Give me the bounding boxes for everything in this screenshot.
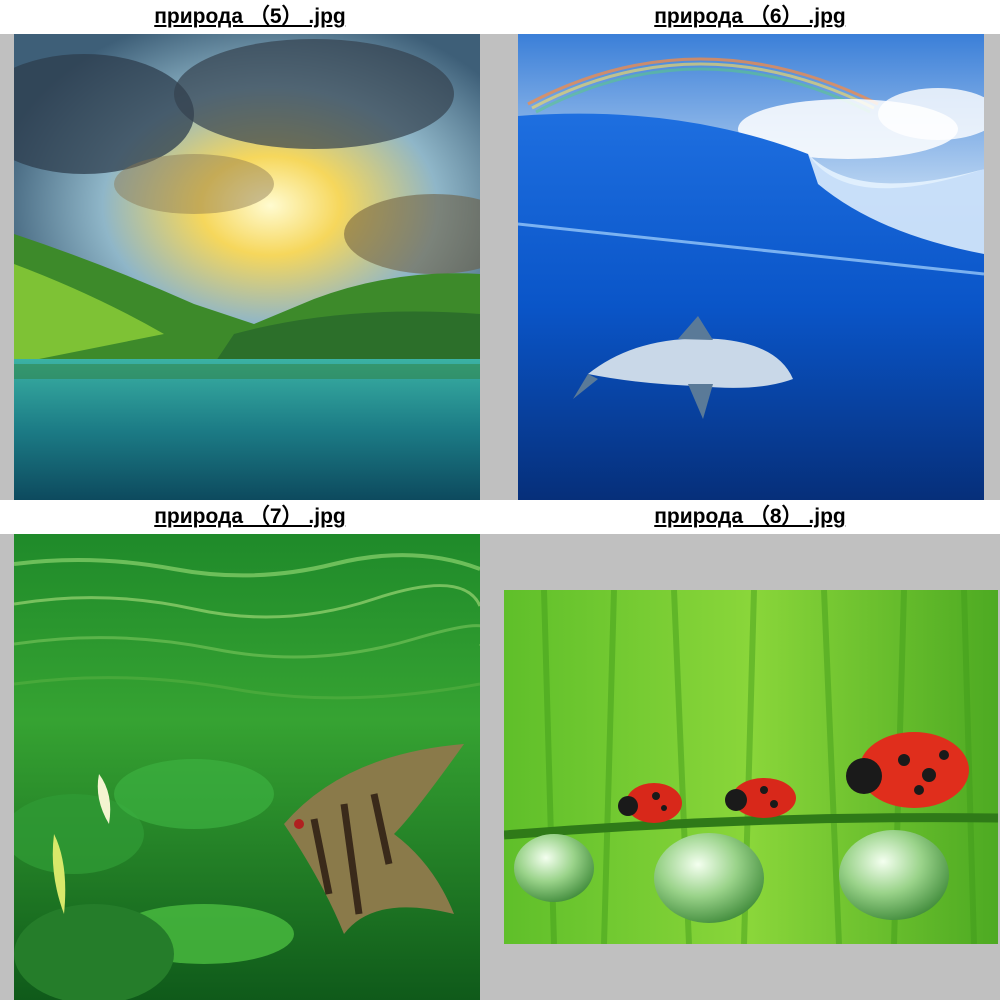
file-name-link[interactable]: природа （8） .jpg [500,500,1000,534]
thumbnail-frame [0,534,500,1000]
shark-wave-image[interactable] [518,34,984,500]
angelfish-image[interactable] [14,534,480,1000]
thumbnail-frame [500,534,1000,1000]
image-tile[interactable]: природа （8） .jpg [500,500,1000,1000]
image-tile[interactable]: природа （7） .jpg [0,500,500,1000]
image-tile[interactable]: природа （6） .jpg [500,0,1000,500]
file-name-link[interactable]: природа （7） .jpg [0,500,500,534]
thumbnail-frame [500,34,1000,500]
file-name-link[interactable]: природа （5） .jpg [0,0,500,34]
file-name-link[interactable]: природа （6） .jpg [500,0,1000,34]
lake-sunset-image[interactable] [14,34,480,500]
thumbnail-frame [0,34,500,500]
image-tile[interactable]: природа （5） .jpg [0,0,500,500]
ladybugs-image[interactable] [504,590,998,944]
